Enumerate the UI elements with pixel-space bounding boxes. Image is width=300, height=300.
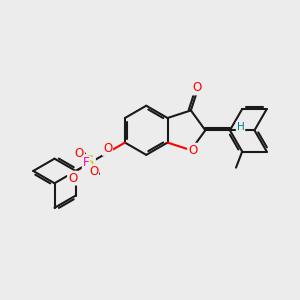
- Text: F: F: [83, 157, 89, 169]
- Text: O: O: [68, 172, 77, 184]
- Text: O: O: [103, 142, 112, 155]
- Text: O: O: [192, 81, 201, 94]
- Text: O: O: [89, 165, 98, 178]
- Text: H: H: [237, 122, 244, 132]
- Text: O: O: [188, 144, 197, 157]
- Text: S: S: [85, 155, 95, 170]
- Text: O: O: [75, 147, 84, 161]
